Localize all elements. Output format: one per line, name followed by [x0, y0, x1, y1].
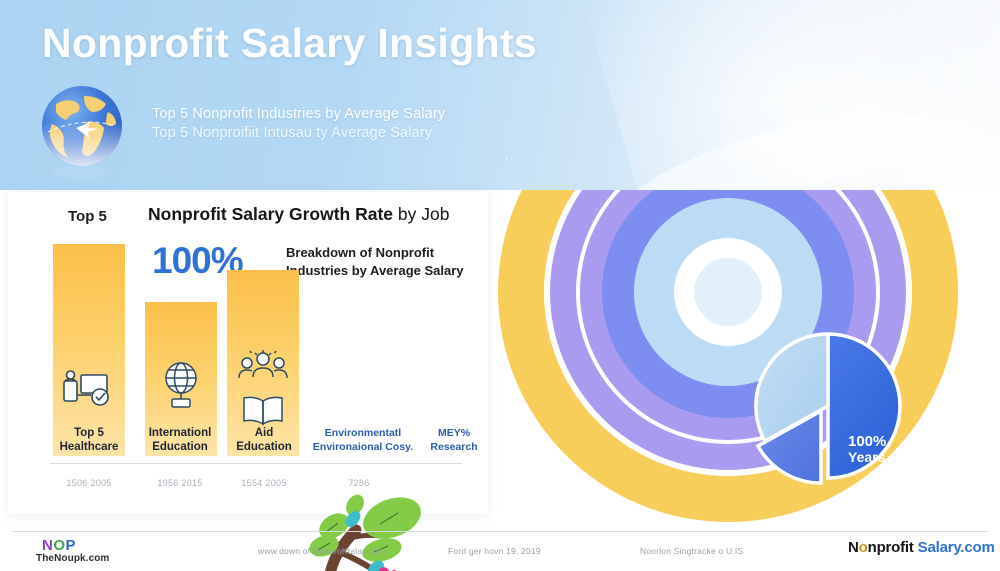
page-header: Nonprofit Salary Insights	[0, 0, 1000, 190]
footer-date: Ford ger hovn 19, 2019	[448, 546, 541, 556]
pie-slice-exploded-group	[755, 408, 823, 485]
bar-label-environmental: Environmentatl Environaional Cosy.	[308, 426, 418, 454]
globe-airplane-icon	[30, 78, 134, 182]
bar-label-env-line1: Environmentatl	[324, 427, 402, 439]
noun-project-logo[interactable]: NOP	[42, 537, 76, 554]
brand-nonprofit-text: nprofit	[867, 539, 918, 556]
footer-note: Noorlon Singtracke o U.IS	[640, 546, 744, 556]
pie-slice-secondary	[755, 408, 823, 485]
brand-letter-o: o	[858, 539, 868, 556]
card-heading: Nonprofit Salary Growth Rate by Job	[148, 204, 449, 225]
header-subtitle-primary: Top 5 Nonprofit Industries by Average Sa…	[152, 106, 446, 122]
bar-label-research: MEY% Research	[423, 426, 485, 454]
bar-international-education	[145, 302, 217, 456]
pie-data-label-percent: 100%	[848, 433, 886, 450]
axis-annotation-4: 7286	[348, 478, 370, 488]
bar-label-research-line2: Research	[430, 441, 478, 453]
bar-aid-education	[227, 270, 299, 456]
logo-letter-p: P	[65, 537, 77, 554]
axis-annotation-2: 1956 2015	[157, 478, 203, 488]
bar-label-healthcare-line2: Healthcare	[59, 441, 119, 453]
card-heading-light: by Job	[393, 204, 450, 224]
pie-slice-primary	[826, 332, 902, 480]
brand-logo[interactable]: Nonprofit Salary.com	[848, 539, 995, 556]
bar-label-intl-line1: Internationl	[148, 427, 212, 439]
brand-salary-text: Salary.com	[917, 539, 995, 556]
bar-label-healthcare-line1: Top 5	[74, 427, 104, 439]
pie-chart: 100% Years	[744, 322, 916, 494]
axis-annotation-3: 1554 2005	[241, 478, 287, 488]
axis-annotation-1: 1506 2005	[66, 478, 112, 488]
bar-label-intl-line2: Education	[152, 441, 208, 453]
breakdown-caption-line1: Breakdown of Nonprofit	[286, 245, 435, 260]
bar-healthcare	[53, 244, 125, 456]
people-book-icon	[236, 347, 290, 388]
card-top5-label: Top 5	[68, 208, 107, 225]
page-title: Nonprofit Salary Insights	[42, 20, 537, 66]
header-subtitles: Top 5 Nonprofit Industries by Average Sa…	[152, 105, 572, 143]
bar-chart-plot-area: Top 5 Healthcare Internationl Education …	[8, 192, 488, 571]
open-book-icon	[238, 393, 288, 434]
salary-bar-chart-card: Top 5 Nonprofit Salary Growth Rate by Jo…	[8, 192, 488, 571]
footer-source-url[interactable]: www.down of NonproKtalay.com	[258, 546, 386, 556]
breakdown-caption: Breakdown of Nonprofit Industries by Ave…	[286, 244, 486, 280]
brand-letter-n: N	[848, 539, 859, 556]
bar-label-international-education: Internationl Education	[134, 426, 226, 454]
header-subtitle-secondary: Top 5 Nonproifiit Intusau ty Average Sal…	[152, 125, 433, 141]
tree-growth-icon	[304, 488, 494, 571]
logo-letter-o: O	[53, 537, 66, 554]
header-decor-dots: ..	[505, 150, 516, 162]
noun-project-logo-subtitle: TheNoupk.com	[36, 553, 110, 564]
pie-chart-svg: 100% Years	[754, 332, 902, 485]
globe-stand-icon	[158, 359, 204, 416]
pie-slice-tertiary	[754, 332, 830, 444]
logo-letter-n: N	[42, 537, 54, 554]
ring-core	[694, 258, 762, 326]
bar-label-research-line1: MEY%	[437, 427, 471, 439]
presentation-person-icon	[61, 367, 117, 414]
bar-label-aid-line2: Education	[236, 441, 292, 453]
breakdown-caption-line2: Industries by Average Salary	[286, 263, 464, 278]
footer-divider	[12, 531, 988, 532]
bar-label-aid-line1: Aid	[254, 427, 274, 439]
bar-label-aid-education: Aid Education	[218, 426, 310, 454]
card-heading-bold: Nonprofit Salary Growth Rate	[148, 204, 394, 224]
bar-chart-axis-line	[50, 463, 462, 464]
pie-data-label-sub: Years	[848, 449, 886, 465]
bar-label-env-line2: Environaional Cosy.	[312, 441, 414, 453]
bar-label-healthcare: Top 5 Healthcare	[43, 426, 135, 454]
